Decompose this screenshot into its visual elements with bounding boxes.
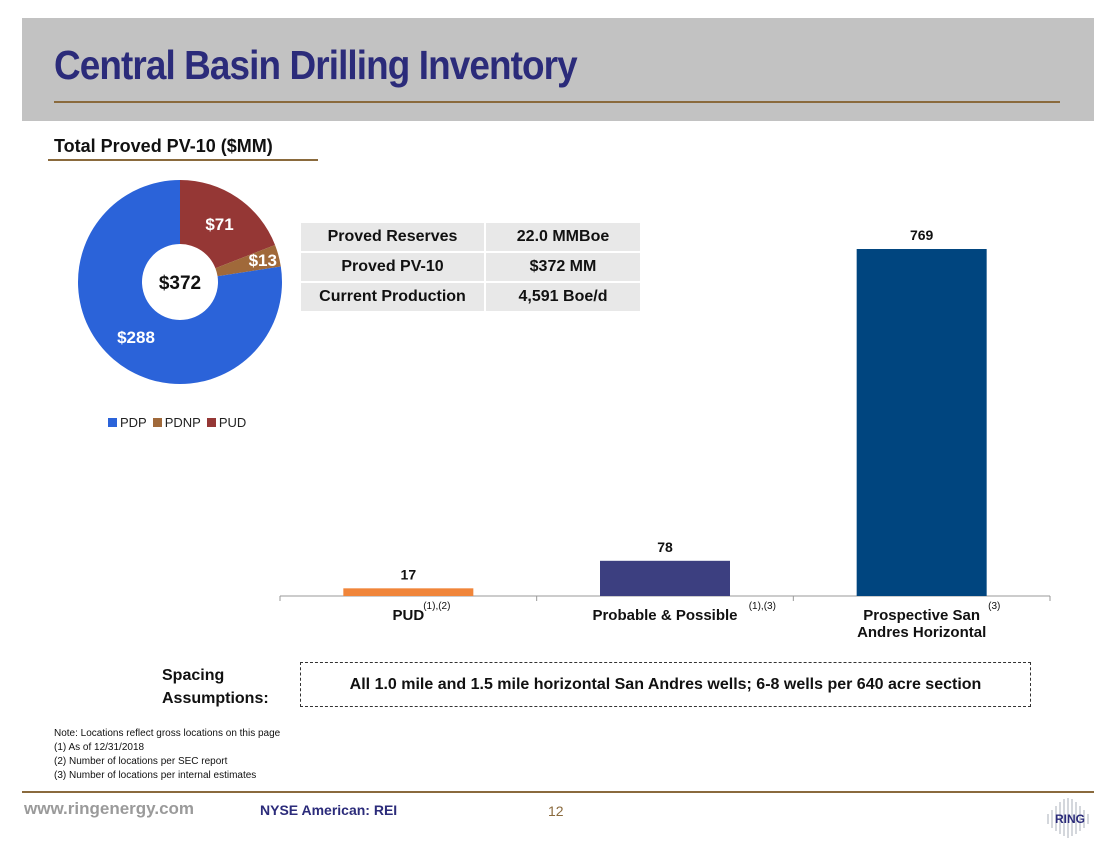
donut-slice-pud	[180, 180, 276, 269]
donut-legend: PDP PDNP PUD	[108, 415, 246, 430]
footnotes: Note: Locations reflect gross locations …	[54, 727, 280, 783]
kpi-row: Current Production 4,591 Boe/d	[301, 283, 640, 313]
bar-3	[856, 249, 987, 596]
header-band	[22, 18, 1094, 121]
kpi-label: Proved PV-10	[301, 253, 486, 283]
donut-slice-pdp	[78, 180, 282, 384]
category-label: Prospective San	[863, 607, 980, 624]
section-rule	[48, 159, 318, 161]
donut-label-pdp: $288	[117, 328, 155, 347]
category-label: Andres Horizontal	[857, 624, 986, 641]
bar-data-label: 17	[401, 566, 417, 582]
kpi-value: 4,591 Boe/d	[486, 283, 640, 313]
bar-data-label: 769	[910, 227, 934, 243]
footnote-line: (1) As of 12/31/2018	[54, 742, 145, 753]
ring-energy-logo: RING	[1047, 798, 1089, 838]
category-footnote: (1),(3)	[749, 601, 776, 612]
legend-label-pdp: PDP	[120, 415, 147, 430]
legend-item-pdp: PDP	[108, 415, 147, 430]
donut-slice-pdnp	[215, 244, 281, 277]
legend-item-pdnp: PDNP	[152, 415, 201, 430]
category-label: PUD	[392, 607, 424, 624]
drilling-locations-bar-chart: 17 PUD(1),(2) 78 Probable & Possible (1),(3)…	[279, 227, 1051, 641]
donut-label-pdnp: $13	[249, 251, 277, 270]
page-title: Central Basin Drilling Inventory	[54, 42, 578, 88]
footnote-line: (3) Number of locations per internal est…	[54, 770, 257, 781]
footnote-line: (2) Number of locations per SEC report	[54, 756, 228, 767]
footnote-line: Note: Locations reflect gross locations …	[54, 728, 281, 739]
legend-swatch-pdnp	[152, 418, 162, 427]
bar-data-label: 78	[657, 539, 673, 555]
kpi-label: Proved Reserves	[301, 223, 486, 253]
kpi-value: $372 MM	[486, 253, 640, 283]
legend-swatch-pdp	[108, 418, 117, 427]
kpi-table: Proved Reserves 22.0 MMBoe Proved PV-10 …	[301, 223, 640, 313]
footer-rule	[22, 791, 1094, 793]
legend-item-pud: PUD	[206, 415, 247, 430]
kpi-label: Current Production	[301, 283, 486, 313]
legend-swatch-pud	[206, 418, 216, 427]
category-footnote: (3)	[988, 601, 1000, 612]
section-title: Total Proved PV-10 ($MM)	[54, 136, 273, 156]
bar-2	[600, 560, 730, 596]
category-label: Probable & Possible	[592, 607, 737, 624]
category-footnote: (1),(2)	[423, 601, 450, 612]
donut-label-pud: $71	[205, 215, 233, 234]
legend-label-pdnp: PDNP	[164, 415, 201, 430]
spacing-label-line1: Spacing	[162, 667, 225, 684]
donut-center-label: $372	[159, 273, 201, 294]
footer-ticker: NYSE American: REI	[260, 802, 398, 818]
bar-1	[343, 588, 474, 596]
pv10-donut-chart: $71 $13 $288 $372	[78, 180, 282, 384]
title-rule	[54, 101, 1060, 103]
spacing-label: Spacing Assumptions:	[162, 664, 269, 710]
spacing-label-line2: Assumptions:	[162, 690, 269, 707]
kpi-row: Proved Reserves 22.0 MMBoe	[301, 223, 640, 253]
page-number: 12	[548, 803, 564, 819]
kpi-value: 22.0 MMBoe	[486, 223, 640, 253]
logo-text: RING	[1055, 812, 1085, 826]
spacing-assumptions-box: All 1.0 mile and 1.5 mile horizontal San…	[300, 662, 1031, 707]
footer-website-link[interactable]: www.ringenergy.com	[24, 799, 195, 818]
legend-label-pud: PUD	[218, 415, 247, 430]
kpi-row: Proved PV-10 $372 MM	[301, 253, 640, 283]
